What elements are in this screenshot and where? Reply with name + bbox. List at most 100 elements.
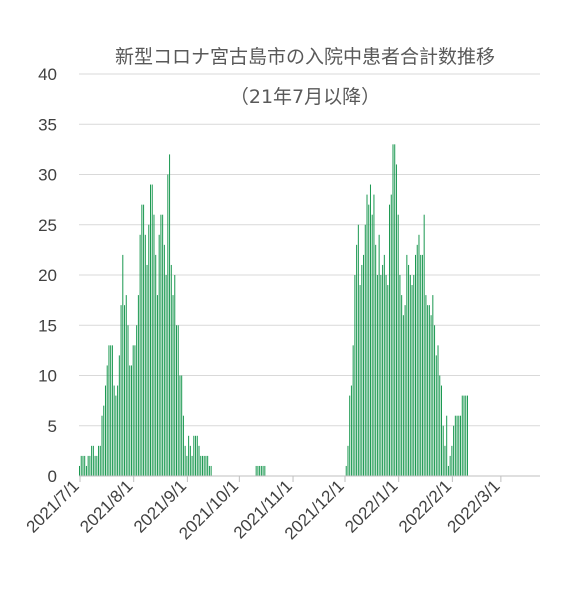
bar [122, 254, 124, 476]
bar [430, 315, 432, 476]
bar [418, 234, 420, 476]
bar [198, 445, 200, 476]
bar [148, 224, 150, 476]
bar [466, 395, 468, 476]
bar [440, 385, 442, 476]
bar [115, 395, 117, 476]
bar [442, 425, 444, 476]
bar [87, 455, 89, 476]
bar [191, 455, 193, 476]
bar [460, 415, 462, 476]
bar [182, 415, 184, 476]
bar [397, 214, 399, 476]
bar [413, 275, 415, 476]
bar [375, 244, 377, 476]
bar [427, 305, 429, 476]
bar [165, 275, 167, 476]
bar [347, 445, 349, 476]
y-tick-labels: 0 5 10 15 20 25 30 35 40 [38, 65, 57, 486]
bar [456, 415, 458, 476]
bar [158, 234, 160, 476]
bar [390, 194, 392, 476]
bar [120, 305, 122, 476]
bar [383, 254, 385, 476]
bar [449, 455, 451, 476]
bar [361, 264, 363, 476]
bar [399, 275, 401, 476]
bar [137, 295, 139, 476]
bar [364, 224, 366, 476]
bar [110, 345, 112, 476]
bar [259, 465, 261, 476]
bar [162, 214, 164, 476]
bar [369, 184, 371, 477]
bar [124, 305, 126, 476]
bar [160, 214, 162, 476]
bar [411, 285, 413, 476]
bar [359, 285, 361, 476]
bar [260, 465, 262, 476]
bar [262, 465, 264, 476]
y-tick-label: 20 [38, 266, 57, 285]
bar [177, 325, 179, 476]
bar [129, 365, 131, 476]
bar [144, 234, 146, 476]
y-tick-label: 25 [38, 216, 57, 235]
bar [454, 415, 456, 476]
y-tick-label: 15 [38, 316, 57, 335]
bar [264, 465, 266, 476]
bar [130, 365, 132, 476]
bar [402, 315, 404, 476]
bar [432, 295, 434, 476]
bar [415, 254, 417, 476]
bar [150, 184, 152, 477]
y-tick-label: 0 [48, 467, 57, 486]
bar [420, 254, 422, 476]
bar [163, 244, 165, 476]
bar [117, 385, 119, 476]
bar [394, 144, 396, 476]
bar [96, 455, 98, 476]
bar [378, 234, 380, 476]
bar [382, 264, 384, 476]
y-tick-label: 30 [38, 166, 57, 185]
bar [136, 325, 138, 476]
bar [80, 455, 82, 476]
bar [371, 214, 373, 476]
bar [380, 275, 382, 476]
bar [408, 264, 410, 476]
bar [99, 445, 101, 476]
bar [188, 435, 190, 476]
y-tick-label: 10 [38, 367, 57, 386]
bar [203, 455, 205, 476]
bar [89, 455, 91, 476]
bar [156, 295, 158, 476]
bar [196, 435, 198, 476]
bar [404, 305, 406, 476]
bar [195, 435, 197, 476]
bar [175, 325, 177, 476]
bar [465, 395, 467, 476]
bars [79, 144, 468, 477]
chart-title: 新型コロナ宮古島市の入院中患者合計数推移 [115, 46, 495, 68]
y-tick-label: 35 [38, 115, 57, 134]
bar [153, 214, 155, 476]
bar [437, 345, 439, 476]
bar [423, 214, 425, 476]
x-axis [79, 475, 540, 482]
bar [357, 224, 359, 476]
bar [146, 264, 148, 476]
bar [79, 465, 80, 476]
bar [463, 395, 465, 476]
bar [98, 445, 100, 476]
bar [113, 385, 115, 476]
bar [118, 355, 120, 476]
bar [350, 385, 352, 476]
bar [208, 465, 210, 476]
bar [189, 445, 191, 476]
bar [395, 164, 397, 476]
bar [363, 254, 365, 476]
bar [425, 295, 427, 476]
x-tick-label: 2022/2/1 [395, 476, 455, 536]
bar [104, 385, 106, 476]
